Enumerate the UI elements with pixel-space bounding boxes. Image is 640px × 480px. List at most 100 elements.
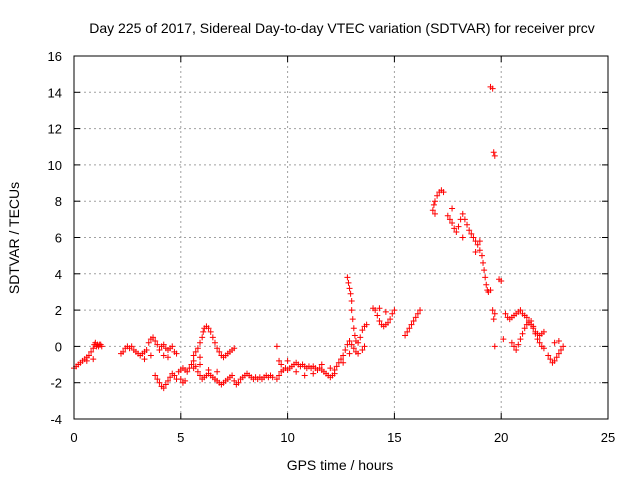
data-point bbox=[346, 350, 353, 357]
data-point bbox=[461, 216, 468, 223]
data-point bbox=[449, 205, 456, 212]
y-tick-label: 0 bbox=[55, 339, 62, 354]
data-point bbox=[431, 210, 438, 217]
data-point bbox=[160, 385, 167, 392]
data-point bbox=[480, 259, 487, 266]
data-point bbox=[214, 345, 221, 352]
y-tick-label: 14 bbox=[48, 85, 62, 100]
y-tick-label: -4 bbox=[50, 412, 62, 427]
data-point bbox=[490, 149, 497, 156]
data-point bbox=[536, 339, 543, 346]
y-tick-label: 4 bbox=[55, 267, 62, 282]
data-point bbox=[350, 345, 357, 352]
data-point bbox=[455, 223, 462, 230]
data-point bbox=[346, 337, 353, 344]
x-tick-label: 20 bbox=[494, 430, 508, 445]
data-point bbox=[410, 317, 417, 324]
x-tick-label: 25 bbox=[601, 430, 615, 445]
data-point bbox=[164, 377, 171, 384]
data-point bbox=[545, 352, 552, 359]
data-point bbox=[483, 281, 490, 288]
x-tick-label: 15 bbox=[387, 430, 401, 445]
data-point bbox=[90, 356, 97, 363]
data-point bbox=[511, 343, 518, 350]
data-point bbox=[197, 361, 204, 368]
data-point bbox=[472, 249, 479, 256]
data-point bbox=[284, 357, 291, 364]
data-point bbox=[197, 372, 204, 379]
data-point bbox=[466, 227, 473, 234]
y-tick-label: -2 bbox=[50, 376, 62, 391]
data-point bbox=[278, 361, 285, 368]
data-point bbox=[406, 325, 413, 332]
data-point bbox=[348, 341, 355, 348]
data-point bbox=[342, 347, 349, 354]
data-point bbox=[344, 274, 351, 281]
data-point bbox=[560, 343, 567, 350]
data-point bbox=[513, 347, 520, 354]
data-point bbox=[209, 334, 216, 341]
data-point bbox=[508, 339, 515, 346]
data-point bbox=[200, 328, 207, 335]
data-point bbox=[429, 207, 436, 214]
data-point bbox=[498, 278, 505, 285]
data-point bbox=[351, 332, 358, 339]
data-point bbox=[431, 198, 438, 205]
data-point bbox=[389, 310, 396, 317]
data-point bbox=[190, 357, 197, 364]
data-point bbox=[345, 279, 352, 286]
data-point bbox=[235, 379, 242, 386]
data-point bbox=[156, 347, 163, 354]
data-point bbox=[331, 366, 338, 373]
data-point bbox=[387, 316, 394, 323]
data-point bbox=[173, 350, 180, 357]
data-point bbox=[446, 216, 453, 223]
data-point bbox=[211, 339, 218, 346]
data-point bbox=[340, 352, 347, 359]
data-point bbox=[490, 316, 497, 323]
data-point bbox=[333, 363, 340, 370]
data-point bbox=[414, 310, 421, 317]
data-point bbox=[523, 314, 530, 321]
data-point bbox=[459, 234, 466, 241]
data-point bbox=[301, 372, 308, 379]
data-point bbox=[154, 376, 161, 383]
data-point bbox=[464, 221, 471, 228]
data-point bbox=[489, 85, 496, 92]
data-point bbox=[152, 372, 159, 379]
data-point bbox=[359, 347, 366, 354]
data-point bbox=[491, 343, 498, 350]
data-point bbox=[231, 345, 238, 352]
data-point bbox=[430, 201, 437, 208]
data-point bbox=[404, 328, 411, 335]
data-point bbox=[160, 352, 167, 359]
data-point bbox=[355, 350, 362, 357]
data-point bbox=[167, 374, 174, 381]
data-point bbox=[162, 381, 169, 388]
data-point bbox=[340, 359, 347, 366]
data-point bbox=[491, 152, 498, 159]
data-point bbox=[376, 305, 383, 312]
data-point bbox=[478, 252, 485, 259]
data-point bbox=[197, 339, 204, 346]
data-point bbox=[214, 368, 221, 375]
data-point bbox=[348, 298, 355, 305]
data-point bbox=[391, 307, 398, 314]
data-point bbox=[347, 290, 354, 297]
data-point bbox=[154, 341, 161, 348]
data-point bbox=[177, 376, 184, 383]
data-point bbox=[517, 307, 524, 314]
data-point bbox=[98, 343, 105, 350]
data-point bbox=[269, 374, 276, 381]
data-point bbox=[346, 285, 353, 292]
data-point bbox=[190, 352, 197, 359]
data-point bbox=[491, 310, 498, 317]
x-tick-label: 0 bbox=[70, 430, 77, 445]
data-point bbox=[372, 307, 379, 314]
data-point bbox=[169, 343, 176, 350]
y-tick-label: 2 bbox=[55, 303, 62, 318]
axis-ticks: 0 5 10 15 20 25 -4 -2 0 2 4 6 8 10 12 14 16 bbox=[48, 49, 616, 445]
data-point bbox=[384, 319, 391, 326]
